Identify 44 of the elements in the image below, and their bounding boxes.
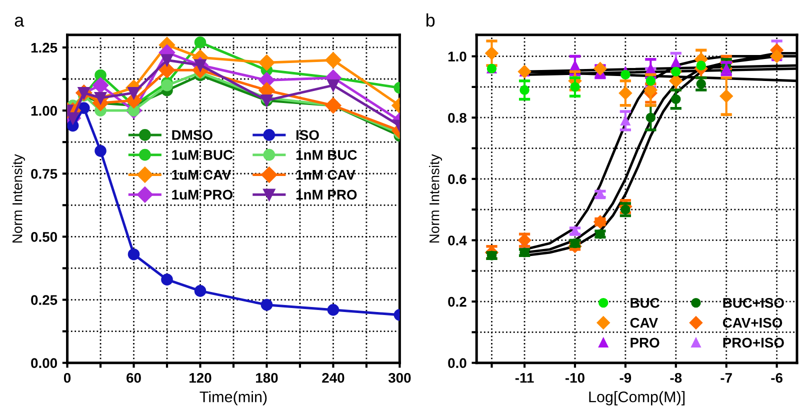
legend-label: CAV+ISO [722, 318, 782, 328]
y-tick-label: 0.00 [31, 358, 57, 368]
x-tick-label: 0 [64, 372, 71, 383]
legend-label: 1nM CAV [296, 170, 356, 180]
x-tick-label: 300 [388, 372, 411, 383]
x-tick-label: 120 [190, 372, 212, 383]
x-axis-title: Log[Comp(M)] [589, 391, 685, 406]
x-tick-label: 60 [126, 372, 141, 383]
legend-label: BUC+ISO [723, 298, 784, 308]
x-tick-label: 180 [256, 372, 278, 383]
legend-label: CAV [630, 318, 658, 328]
legend-label: 1uM CAV [172, 170, 232, 180]
legend-label: 1uM PRO [172, 190, 232, 200]
legend-label: DMSO [172, 130, 212, 140]
x-tick-label: -11 [515, 373, 534, 383]
x-tick-label: 240 [322, 372, 344, 383]
chart-title: b [426, 13, 435, 27]
x-tick-label: -10 [565, 372, 584, 383]
y-tick-label: 0.25 [31, 295, 58, 305]
x-tick-label: -6 [771, 372, 782, 383]
y-tick-label: 0.8 [448, 112, 466, 123]
y-axis-title: Norm Intensity [429, 154, 442, 242]
x-axis-title: Time(min) [200, 391, 267, 406]
y-tick-label: 0.75 [31, 168, 58, 179]
legend-label: ISO [296, 130, 319, 140]
y-tick-label: 0.6 [448, 174, 466, 184]
legend-label: PRO [630, 338, 660, 348]
legend-label: 1nM PRO [296, 190, 357, 200]
y-tick-label: 1.00 [31, 106, 57, 116]
legend-label: PRO+ISO [723, 338, 784, 348]
y-axis-title: Norm Intensity [12, 154, 25, 242]
y-tick-label: 0.50 [31, 232, 57, 242]
legend-label: 1nM BUC [296, 150, 357, 160]
y-tick-label: 0.4 [448, 236, 467, 246]
legend-label: BUC [630, 298, 660, 308]
chart-title: a [14, 16, 24, 27]
legend-label: 1uM BUC [172, 150, 233, 160]
y-tick-label: 0.2 [448, 296, 466, 307]
y-tick-label: 1.0 [448, 52, 466, 62]
y-tick-label: 0.0 [448, 358, 466, 368]
y-tick-label: 1.25 [31, 42, 58, 53]
x-tick-label: -8 [670, 372, 682, 383]
x-tick-label: -9 [620, 372, 632, 383]
x-tick-label: -7 [720, 373, 732, 383]
